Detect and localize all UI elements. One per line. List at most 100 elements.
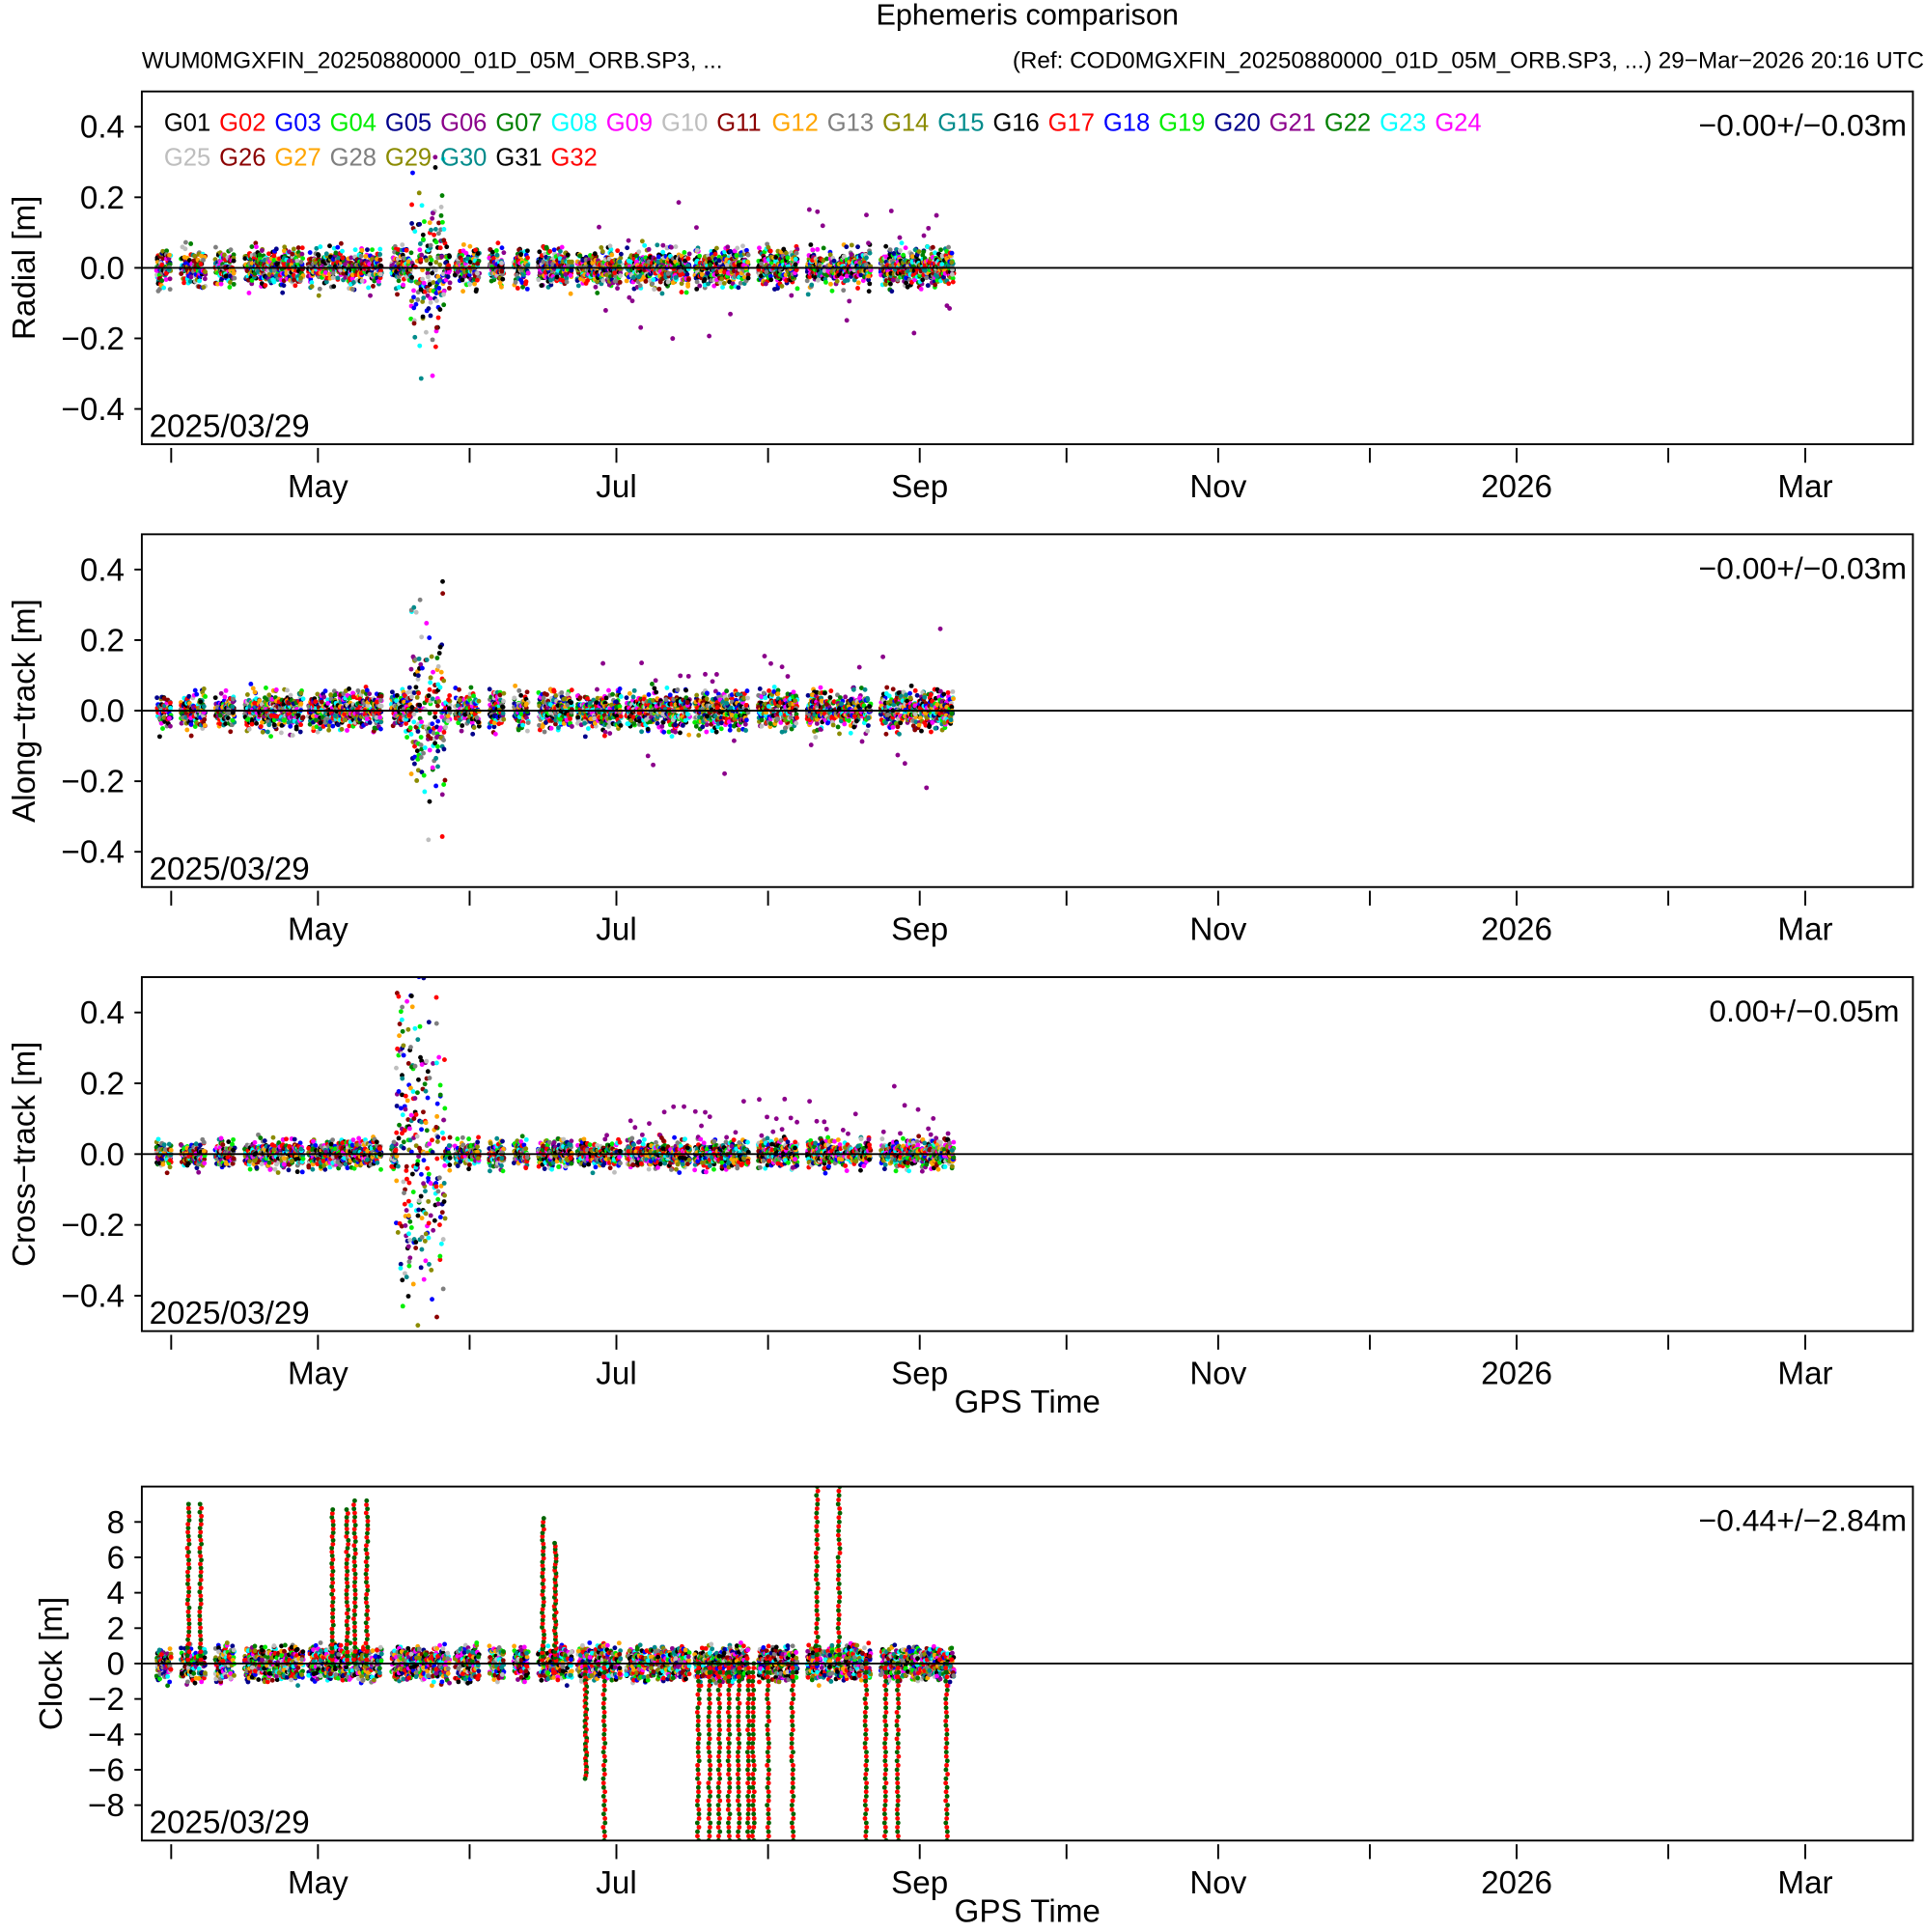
data-point [410, 170, 415, 176]
data-point [432, 164, 438, 170]
data-point [201, 686, 207, 691]
data-point [425, 270, 431, 276]
data-point [437, 307, 443, 313]
data-point [426, 306, 432, 311]
data-point [409, 202, 415, 208]
data-point [418, 257, 424, 263]
data-point [452, 272, 458, 278]
data-point [636, 249, 642, 255]
data-point [821, 245, 826, 251]
data-point [412, 229, 418, 235]
data-point [411, 288, 416, 294]
data-point [252, 689, 258, 695]
data-point [350, 690, 355, 696]
data-point [947, 306, 953, 311]
data-point [950, 275, 956, 281]
data-point [630, 274, 636, 280]
data-point [266, 251, 271, 257]
data-point [271, 258, 277, 263]
data-point [231, 270, 237, 276]
data-point [194, 691, 200, 697]
data-point [227, 285, 233, 290]
data-point [568, 291, 573, 296]
data-point [231, 696, 236, 702]
data-point [500, 276, 506, 282]
data-point [430, 337, 435, 343]
data-point [866, 273, 871, 279]
data-point [419, 203, 425, 209]
data-point [330, 723, 336, 729]
data-point [617, 259, 623, 265]
data-point [679, 290, 684, 294]
data-point [412, 334, 418, 340]
data-point [299, 715, 305, 721]
data-point [734, 253, 739, 258]
data-point [167, 276, 173, 282]
data-point [888, 209, 894, 213]
data-point [339, 726, 345, 732]
data-point [371, 284, 376, 289]
data-point [154, 695, 160, 701]
data-point [396, 285, 402, 291]
data-point [766, 244, 771, 250]
data-point [439, 254, 445, 260]
data-point [493, 248, 499, 253]
data-point [187, 279, 193, 284]
data-point [377, 252, 383, 257]
data-point [310, 714, 316, 719]
data-point [230, 717, 236, 723]
data-point [358, 253, 364, 259]
data-point [188, 733, 194, 739]
data-point [460, 277, 465, 283]
data-point [781, 246, 787, 252]
data-point [335, 244, 341, 250]
data-point [420, 298, 426, 304]
data-point [422, 219, 427, 224]
y-tick-label: 0.2 [80, 181, 125, 216]
data-point [428, 295, 433, 301]
data-point [728, 311, 734, 317]
data-point [670, 280, 676, 286]
data-point [564, 279, 570, 285]
data-point [767, 273, 773, 279]
data-point [279, 722, 285, 728]
data-point [882, 282, 888, 287]
data-point [349, 287, 355, 293]
data-point [298, 701, 304, 707]
data-point [408, 278, 414, 284]
data-point [650, 281, 655, 287]
subtitle-right: (Ref: COD0MGXFIN_20250880000_01D_05M_ORB… [1013, 47, 1924, 73]
x-tick-label: Mar [1777, 469, 1832, 505]
data-point [201, 257, 206, 263]
data-point [860, 278, 866, 284]
data-point [467, 282, 473, 287]
y-tick-label: −0.4 [61, 392, 125, 428]
data-point [325, 700, 331, 706]
data-point [950, 279, 956, 285]
data-point [292, 277, 296, 283]
data-point [431, 210, 435, 216]
data-point [923, 267, 929, 273]
data-point [887, 247, 893, 253]
data-point [427, 220, 432, 226]
data-point [685, 263, 691, 268]
data-point [168, 700, 173, 706]
data-point [889, 289, 895, 294]
data-point [309, 280, 315, 286]
data-point [722, 249, 727, 255]
data-point [901, 269, 906, 275]
data-point [168, 706, 173, 711]
data-point [933, 250, 937, 256]
data-point [866, 277, 872, 283]
data-point [475, 270, 480, 276]
data-point [593, 284, 599, 290]
data-point [259, 248, 265, 253]
data-point [198, 262, 204, 266]
data-point [281, 283, 287, 289]
data-point [153, 267, 159, 273]
data-point [855, 286, 860, 291]
data-point [626, 238, 631, 243]
data-point [625, 245, 630, 251]
data-point [315, 729, 321, 735]
data-point [307, 250, 313, 255]
